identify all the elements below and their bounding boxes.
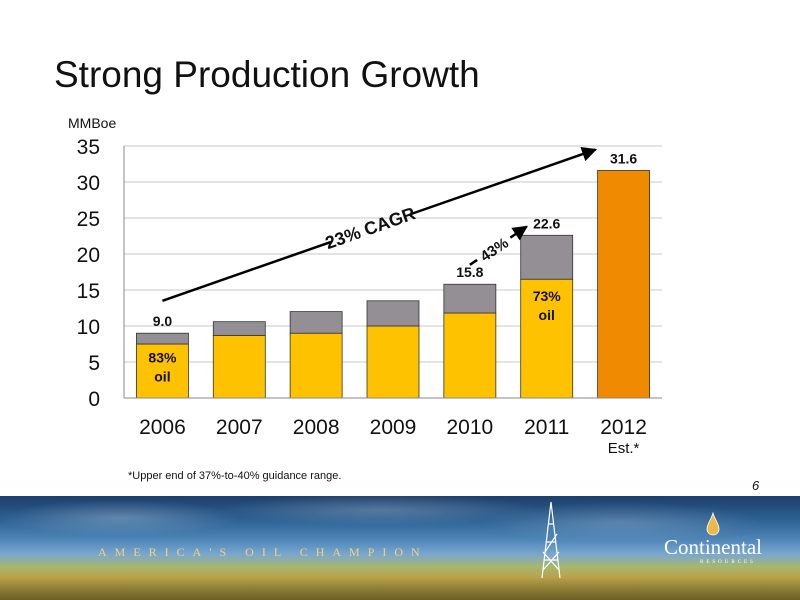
bar-segment-oil	[443, 312, 497, 399]
slide-title: Strong Production Growth	[54, 54, 480, 95]
bar-segment-gas	[366, 300, 420, 327]
oil-share-label: oil	[154, 369, 170, 385]
bar-segment-gas	[443, 283, 497, 314]
data-label: 9.0	[153, 313, 173, 329]
oil-drop-icon	[706, 512, 720, 536]
bar-segment-gas	[520, 234, 574, 280]
bar-segment-gas	[212, 321, 266, 336]
y-tick-label: 10	[77, 316, 100, 339]
x-tick-label: 2007	[216, 416, 263, 439]
company-logo: Continental	[664, 535, 762, 559]
y-tick-label: 30	[77, 172, 100, 195]
x-tick-label: 2011	[524, 416, 569, 439]
x-tick-label: 2006	[139, 416, 186, 439]
y-tick-label: 20	[77, 244, 100, 267]
company-logo-subtitle: RESOURCES	[700, 560, 756, 565]
data-label: 31.6	[610, 150, 637, 166]
annotation-arrow	[162, 240, 332, 302]
bar-segment-oil	[212, 334, 266, 399]
oil-share-label: oil	[539, 307, 555, 323]
annotation-arrow	[509, 225, 528, 241]
y-tick-label: 35	[77, 136, 100, 159]
banner-sky	[0, 496, 800, 556]
bar-segment-oil	[520, 278, 574, 399]
footer-banner	[0, 496, 800, 600]
page-number: 6	[752, 478, 760, 493]
oil-share-percent: 83%	[148, 350, 177, 366]
annotation-arrow	[469, 258, 478, 266]
data-label: 22.6	[533, 215, 560, 231]
annotation-label: 23% CAGR	[323, 203, 418, 253]
x-tick-label: 2010	[446, 416, 493, 439]
y-tick-label: 25	[77, 208, 100, 231]
bar-segment-estimate	[597, 170, 650, 399]
production-chart: 0 5 10 15 20 25 30 35 MMBoe 2006 2007 2008 2009 2010 2…	[68, 115, 662, 457]
drilling-rig-icon	[541, 501, 561, 579]
y-tick-label: 0	[88, 388, 100, 411]
bar-segment-gas	[289, 311, 343, 334]
y-tick-label: 5	[88, 352, 100, 375]
bar-segment-gas	[136, 332, 189, 345]
tagline: AMERICA'S OIL CHAMPION	[98, 545, 428, 559]
x-tick-label: 2012	[600, 416, 647, 439]
footnote: *Upper end of 37%-to-40% guidance range.	[128, 470, 342, 482]
annotation-label: 43%	[477, 235, 511, 266]
x-tick-label: 2009	[370, 416, 417, 439]
data-label: 15.8	[456, 264, 483, 280]
x-tick-sublabel: Est.*	[608, 440, 640, 457]
y-tick-label: 15	[77, 280, 100, 303]
oil-share-percent: 73%	[533, 288, 562, 304]
bar-segment-oil	[366, 325, 420, 399]
y-axis-label: MMBoe	[68, 115, 116, 131]
annotation-arrow	[409, 146, 597, 216]
bar-segment-oil	[289, 332, 343, 399]
x-tick-label: 2008	[293, 416, 340, 439]
